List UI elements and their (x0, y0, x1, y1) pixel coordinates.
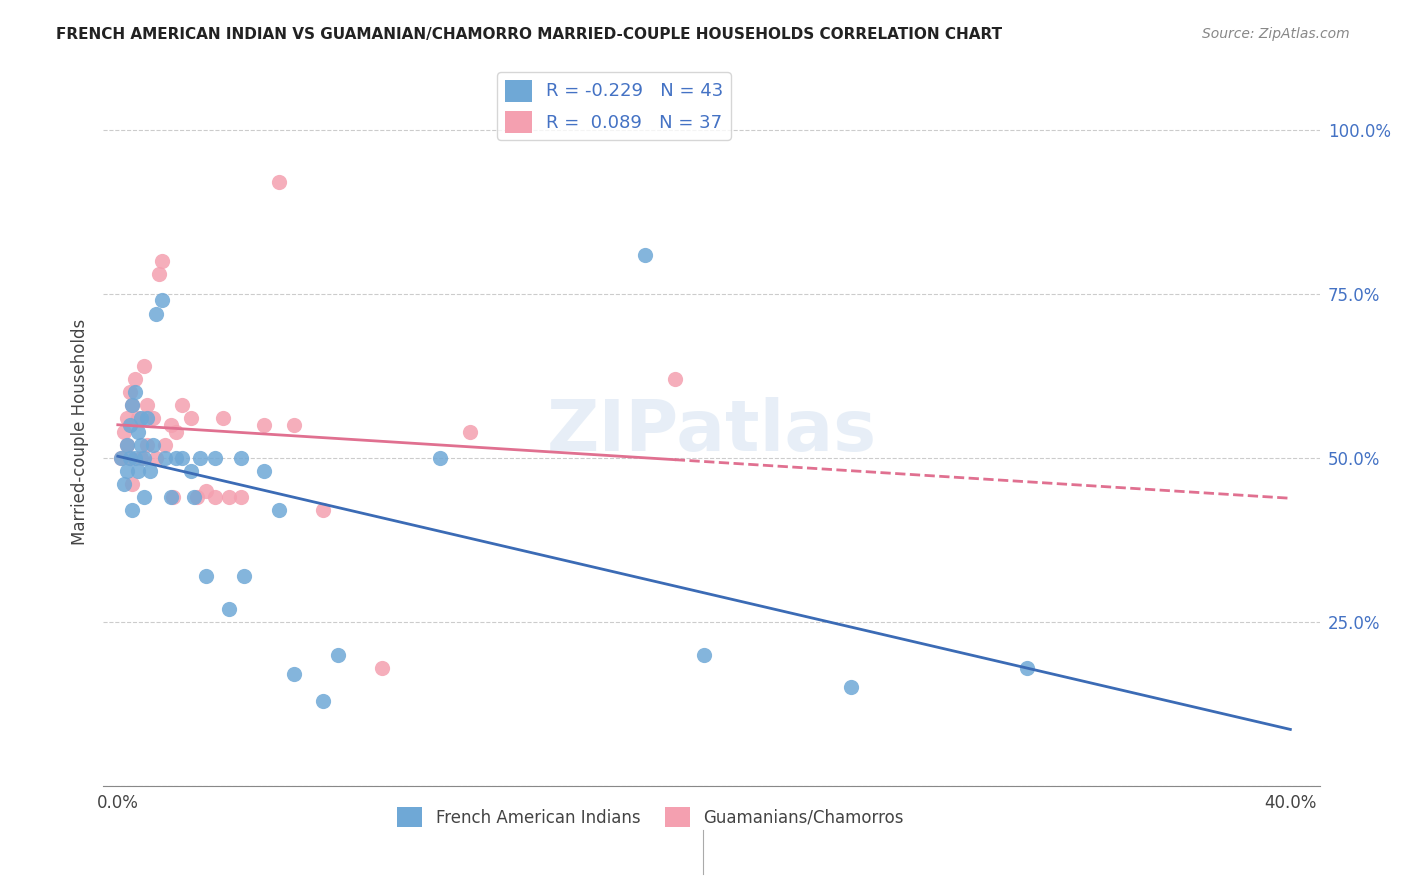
Point (129, 450, 152, 465)
Point (1015, 661, 1038, 675)
Point (186, 490, 208, 504)
Point (136, 438, 159, 452)
Point (115, 411, 138, 425)
Point (127, 425, 149, 439)
Point (429, 450, 451, 465)
Point (283, 667, 305, 681)
Point (172, 398, 194, 412)
Point (159, 490, 181, 504)
Point (634, 247, 657, 261)
Point (194, 569, 217, 583)
Point (153, 438, 176, 452)
Point (458, 425, 481, 439)
Point (165, 425, 187, 439)
Point (136, 411, 159, 425)
Point (162, 490, 184, 504)
Point (267, 175, 290, 189)
Point (121, 503, 143, 517)
Point (183, 490, 205, 504)
Point (115, 438, 138, 452)
Point (312, 503, 335, 517)
Text: ZIPatlas: ZIPatlas (547, 397, 876, 467)
Point (212, 411, 235, 425)
Point (232, 569, 254, 583)
Point (124, 385, 146, 400)
Point (134, 359, 156, 373)
Point (253, 418, 276, 433)
Point (118, 418, 141, 433)
Point (326, 648, 349, 662)
Point (188, 450, 211, 465)
Point (693, 648, 716, 662)
Point (118, 385, 141, 400)
Point (134, 490, 156, 504)
Point (145, 307, 167, 321)
Point (253, 464, 276, 478)
Point (153, 450, 176, 465)
Point (218, 490, 240, 504)
Point (229, 490, 252, 504)
Legend: French American Indians, Guamanians/Chamorros: French American Indians, Guamanians/Cham… (391, 800, 911, 834)
Point (118, 450, 141, 465)
Point (312, 693, 335, 707)
Point (172, 450, 194, 465)
Y-axis label: Married-couple Households: Married-couple Households (72, 318, 89, 545)
Point (150, 293, 173, 308)
Point (118, 450, 141, 465)
Point (139, 464, 162, 478)
Point (204, 450, 226, 465)
Point (159, 418, 181, 433)
Point (129, 411, 152, 425)
Point (136, 398, 159, 412)
Point (134, 450, 156, 465)
Point (142, 411, 165, 425)
Point (110, 450, 132, 465)
Point (121, 398, 143, 412)
Point (150, 254, 173, 268)
Point (229, 450, 252, 465)
Point (112, 425, 135, 439)
Point (124, 450, 146, 465)
Point (127, 411, 149, 425)
Point (127, 464, 149, 478)
Point (115, 438, 138, 452)
Point (204, 490, 226, 504)
Point (148, 267, 170, 281)
Point (121, 398, 143, 412)
Text: Source: ZipAtlas.com: Source: ZipAtlas.com (1202, 27, 1350, 41)
Point (121, 477, 143, 491)
Point (165, 450, 187, 465)
Point (145, 450, 167, 465)
Point (110, 450, 132, 465)
Point (267, 503, 290, 517)
Point (112, 477, 135, 491)
Point (124, 372, 146, 386)
Point (839, 681, 862, 695)
Point (218, 601, 240, 615)
Point (180, 411, 202, 425)
Point (142, 438, 165, 452)
Point (180, 464, 202, 478)
Point (370, 661, 392, 675)
Text: FRENCH AMERICAN INDIAN VS GUAMANIAN/CHAMORRO MARRIED-COUPLE HOUSEHOLDS CORRELATI: FRENCH AMERICAN INDIAN VS GUAMANIAN/CHAM… (56, 27, 1002, 42)
Point (283, 418, 305, 433)
Point (129, 438, 152, 452)
Point (194, 483, 217, 498)
Point (664, 372, 686, 386)
Point (115, 464, 138, 478)
